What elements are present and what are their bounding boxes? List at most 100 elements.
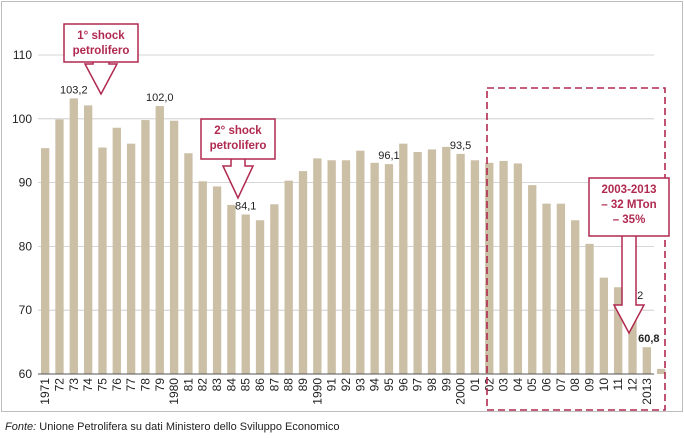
x-tick-label-05: 05 xyxy=(525,378,539,392)
shock2-text-1: 2° shock xyxy=(214,125,262,137)
bar-2013 xyxy=(642,347,651,374)
x-tick-label-86: 86 xyxy=(253,378,267,392)
bar-92 xyxy=(341,160,351,374)
bar-91 xyxy=(327,160,336,374)
x-tick-label-07: 07 xyxy=(554,378,568,392)
bar-95 xyxy=(384,164,394,374)
x-tick-label-2000: 2000 xyxy=(454,378,468,405)
bar-93 xyxy=(356,150,365,374)
summary-box xyxy=(588,177,670,237)
x-tick-label-83: 83 xyxy=(210,378,224,392)
bar-04 xyxy=(513,163,523,374)
data-label-79: 102,0 xyxy=(146,92,174,104)
bar-87 xyxy=(270,204,279,374)
bar-1990 xyxy=(313,158,322,374)
x-tick-label-99: 99 xyxy=(439,378,453,392)
data-label-2000: 93,5 xyxy=(450,140,471,152)
x-tick-label-2013: 2013 xyxy=(640,378,654,405)
x-tick-label-10: 10 xyxy=(597,378,611,392)
bar-07 xyxy=(556,203,566,374)
x-tick-label-88: 88 xyxy=(282,378,296,392)
bar-98 xyxy=(427,149,437,374)
data-label-95: 96,1 xyxy=(378,150,399,162)
x-tick-label-94: 94 xyxy=(368,378,382,392)
x-tick-label-92: 92 xyxy=(339,378,353,392)
x-tick-label-73: 73 xyxy=(67,378,81,392)
x-tick-label-1980: 1980 xyxy=(167,378,181,405)
highlight-region xyxy=(486,87,666,411)
bar-77 xyxy=(126,143,136,374)
shock1-text-1: 1° shock xyxy=(77,30,125,42)
x-tick-label-11: 11 xyxy=(611,378,625,391)
bar-83 xyxy=(212,186,222,374)
bar-85 xyxy=(241,214,250,374)
summary-text-3: – 35% xyxy=(613,214,646,226)
data-label-2013: 60,8 xyxy=(638,333,659,345)
summary-text-2: – 32 MTon xyxy=(601,199,656,211)
x-tick-label-97: 97 xyxy=(411,378,425,392)
bar-10 xyxy=(599,277,609,374)
bar-86 xyxy=(255,220,265,374)
bar-1971 xyxy=(41,148,50,374)
x-tick-label-96: 96 xyxy=(396,378,410,392)
summary-arrow xyxy=(612,224,646,335)
x-tick-label-89: 89 xyxy=(296,378,310,392)
x-tick-label-98: 98 xyxy=(425,378,439,392)
bar-02 xyxy=(485,162,494,374)
x-tick-label-84: 84 xyxy=(224,378,238,392)
x-tick-label-82: 82 xyxy=(196,378,210,392)
bar-chart: 60 70 80 90 100 110 1971 72 73 74 75 76 77 78 79 1980 81… xyxy=(12,23,670,411)
x-tick-label-75: 75 xyxy=(95,378,109,392)
x-tick-label-08: 08 xyxy=(568,378,582,392)
bar-79 xyxy=(155,106,164,374)
bar-75 xyxy=(98,147,107,374)
bar-74 xyxy=(83,105,93,374)
x-tick-label-09: 09 xyxy=(583,378,597,392)
shock1-box xyxy=(63,23,139,63)
x-tick-label-78: 78 xyxy=(138,378,152,392)
source-text: Unione Petrolifera su dati Ministero del… xyxy=(36,421,340,433)
x-tick-label-85: 85 xyxy=(239,378,253,392)
x-tick-label-12: 12 xyxy=(626,378,640,392)
x-tick-label-03: 03 xyxy=(497,378,511,392)
y-tick-label-100: 100 xyxy=(12,112,32,126)
data-label-85: 84,1 xyxy=(235,201,256,213)
x-tick-label-1990: 1990 xyxy=(310,378,324,405)
bar-84 xyxy=(227,204,236,374)
bar-05 xyxy=(528,185,537,374)
y-tick-label-90: 90 xyxy=(19,176,33,190)
x-tick-label-95: 95 xyxy=(382,378,396,392)
x-tick-label-77: 77 xyxy=(124,378,138,392)
bar-09 xyxy=(585,243,594,374)
x-tick-label-91: 91 xyxy=(325,378,339,392)
bar-96 xyxy=(399,143,408,374)
y-tick-label-110: 110 xyxy=(13,48,32,62)
bar-99 xyxy=(442,146,451,374)
x-tick-label-81: 81 xyxy=(181,378,195,392)
bar-2000 xyxy=(456,153,465,374)
y-tick-label-70: 70 xyxy=(19,303,33,317)
chart-frame xyxy=(1,1,683,412)
shock2-arrow xyxy=(221,153,255,200)
bar-97 xyxy=(413,151,422,374)
source-label: Fonte: xyxy=(5,421,37,433)
bar-12 xyxy=(628,303,637,374)
y-tick-label-80: 80 xyxy=(19,239,33,253)
bar-72 xyxy=(55,119,64,374)
bar-89 xyxy=(298,171,308,374)
source-note: Fonte: Unione Petrolifera su dati Minist… xyxy=(5,421,339,433)
shock2-box xyxy=(200,118,276,160)
bar-73 xyxy=(69,98,78,374)
bar-76 xyxy=(112,127,121,375)
bar-1980 xyxy=(169,120,179,375)
x-tick-label-02: 02 xyxy=(482,378,496,392)
bar-82 xyxy=(198,181,207,374)
bar-88 xyxy=(284,180,293,374)
bar-undefined xyxy=(657,368,666,374)
x-tick-label-01: 01 xyxy=(468,378,482,392)
bar-08 xyxy=(571,220,580,374)
bar-01 xyxy=(470,160,480,374)
bar-78 xyxy=(141,120,150,375)
bar-06 xyxy=(542,203,551,374)
x-tick-label-76: 76 xyxy=(110,378,124,392)
